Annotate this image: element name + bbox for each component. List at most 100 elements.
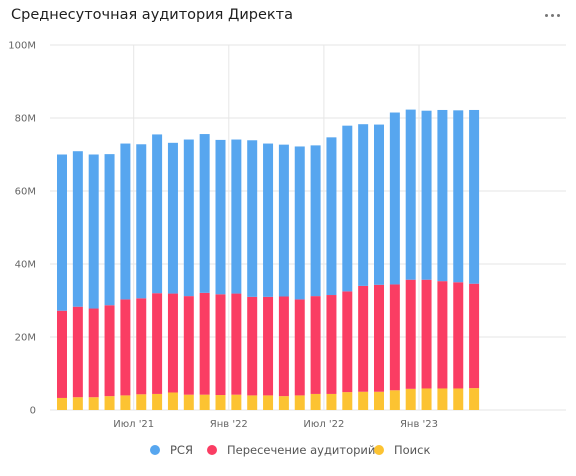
bar-segment [167,392,178,410]
bar-segment [294,395,305,410]
bar-segment [231,394,242,410]
bar-segment [453,110,464,283]
bar-segment [88,397,99,410]
bar-segment [310,296,321,394]
legend-dot-icon [207,445,217,455]
x-tick-label: Янв '23 [400,419,438,430]
bar-segment [136,298,147,395]
bar-segment [57,397,67,410]
legend-item[interactable]: Пересечение аудиторий [207,443,375,457]
bar-segment [389,390,400,410]
bar-segment [278,396,289,410]
bar-segment [247,395,258,410]
bar-segment [120,395,131,410]
y-axis-ticks: 0 20M 40M 60M 80M 100M [8,41,36,417]
bar-segment [215,139,226,295]
bar-segment [183,394,194,410]
bar-segment [374,284,384,392]
bar-segment [57,154,67,311]
legend: РСЯ Пересечение аудиторий Поиск [0,443,576,461]
bar-segment [358,391,369,410]
y-tick-label: 100M [8,41,36,52]
x-tick-label: Июл '21 [113,419,154,430]
bar-segment [278,296,289,397]
bar-segment [215,294,226,396]
bar-segment [231,139,242,294]
bar-segment [294,299,305,396]
bar-segment [310,145,321,297]
bar-segment [389,284,400,391]
bar-segment [88,308,99,398]
bar-segment [326,393,337,410]
bar-segment [152,293,163,394]
bar-segment [104,154,115,306]
bar-segment [421,110,432,280]
bar-segment [421,388,432,410]
legend-item[interactable]: Поиск [374,443,430,457]
bar-segment [152,393,163,410]
bar-segment [389,112,400,285]
bar-segment [326,137,337,296]
y-tick-label: 20M [15,333,36,344]
bar-segment [342,125,353,292]
bar-segment [215,395,226,410]
bar-segment [374,391,384,410]
bar-segment [469,283,480,389]
bar-segment [72,397,83,410]
x-axis-ticks: Июл '21 Янв '22 Июл '22 Янв '23 [113,419,438,430]
y-tick-label: 40M [15,260,36,271]
bar-segment [199,292,210,395]
bar-segment [421,279,432,389]
bar-segment [72,151,83,307]
bar-segment [453,388,464,410]
bars [57,109,480,410]
bar-segment [342,291,353,393]
bar-segment [437,388,448,410]
bar-segment [405,388,416,410]
bar-segment [358,285,369,392]
bar-segment [120,299,131,396]
bar-segment [199,134,210,293]
bar-segment [437,109,448,282]
legend-label: Поиск [394,443,431,457]
bar-segment [469,109,480,284]
legend-item[interactable]: РСЯ [150,443,193,457]
chart-title: Среднесуточная аудитория Директа [11,7,293,23]
x-tick-label: Янв '22 [210,419,248,430]
bar-segment [72,306,83,398]
bar-segment [263,296,274,396]
bar-segment [294,146,305,300]
bar-segment [167,142,178,294]
stacked-bar-chart: 0 20M 40M 60M 80M 100M Июл '21 Янв '22 Июл '22 Я… [8,41,566,430]
grid [50,44,566,411]
bar-segment [104,396,115,410]
bar-segment [453,282,464,389]
bar-segment [231,293,242,395]
legend-label: РСЯ [170,443,193,457]
y-tick-label: 80M [15,114,36,125]
y-tick-label: 60M [15,187,36,198]
y-tick-label: 0 [30,406,36,417]
bar-segment [358,124,369,286]
legend-dot-icon [374,445,384,455]
bar-segment [104,305,115,397]
bar-segment [469,388,480,410]
legend-label: Пересечение аудиторий [227,443,376,457]
bar-segment [405,279,416,389]
bar-segment [57,310,67,398]
bar-segment [374,124,384,285]
bar-segment [326,295,337,394]
more-options-icon[interactable] [541,5,563,25]
bar-segment [310,393,321,410]
bar-segment [136,144,147,299]
bar-segment [263,143,274,297]
x-tick-label: Июл '22 [303,419,344,430]
bar-segment [247,140,258,297]
bar-segment [437,281,448,389]
bar-segment [183,296,194,395]
bar-segment [152,134,163,294]
bar-segment [88,154,99,309]
bar-segment [120,143,131,300]
bar-segment [263,395,274,410]
bar-segment [342,392,353,410]
